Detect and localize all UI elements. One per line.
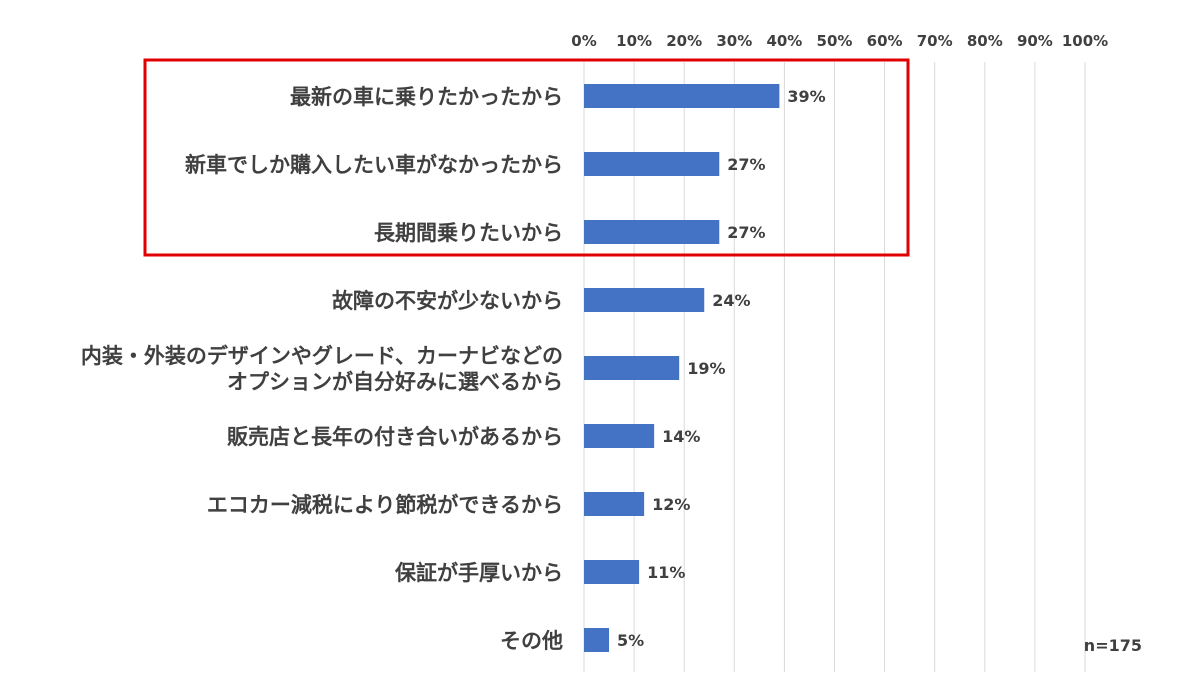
category-labels: 最新の車に乗りたかったから新車でしか購入したい車がなかったから長期間乗りたいから… <box>81 85 563 653</box>
category-label: 保証が手厚いから <box>394 561 563 585</box>
bar <box>584 560 640 584</box>
bar <box>584 288 705 312</box>
highlight-box <box>143 58 910 257</box>
data-label: 24% <box>712 291 750 310</box>
bar <box>584 220 720 244</box>
bars <box>584 84 780 652</box>
data-label: 27% <box>727 155 765 174</box>
category-label: エコカー減税により節税ができるから <box>207 493 563 517</box>
data-label: 39% <box>787 87 825 106</box>
x-tick-label: 100% <box>1062 32 1108 50</box>
bar <box>584 152 720 176</box>
x-tick-label: 0% <box>571 32 596 50</box>
category-label: 内装・外装のデザインやグレード、カーナビなどの <box>81 344 563 368</box>
x-tick-label: 80% <box>967 32 1003 50</box>
x-tick-label: 60% <box>867 32 903 50</box>
bar <box>584 356 680 380</box>
data-label: 14% <box>662 427 700 446</box>
category-label: 最新の車に乗りたかったから <box>290 85 563 109</box>
data-label: 11% <box>647 563 685 582</box>
data-label: 27% <box>727 223 765 242</box>
category-label: その他 <box>500 629 563 653</box>
bar <box>584 84 780 108</box>
x-tick-label: 30% <box>716 32 752 50</box>
bar <box>584 492 645 516</box>
x-tick-label: 20% <box>666 32 702 50</box>
sample-size-note: n=175 <box>1084 636 1142 655</box>
x-tick-label: 90% <box>1017 32 1053 50</box>
data-label: 12% <box>652 495 690 514</box>
category-label: 新車でしか購入したい車がなかったから <box>185 153 563 177</box>
category-label: 長期間乗りたいから <box>374 221 563 245</box>
data-labels: 39% 27% 27% 24% 19% 14% 12% 11% 5% <box>617 87 826 650</box>
category-label: 販売店と長年の付き合いがあるから <box>227 425 563 449</box>
bar <box>584 628 610 652</box>
data-label: 5% <box>617 631 644 650</box>
x-axis-ticks: 0% 10% 20% 30% 40% 50% 60% 70% 80% 90% 100% <box>571 32 1108 50</box>
x-tick-label: 70% <box>917 32 953 50</box>
x-tick-label: 40% <box>766 32 802 50</box>
data-label: 19% <box>687 359 725 378</box>
category-label: オプションが自分好みに選べるから <box>227 370 563 394</box>
bar <box>584 424 655 448</box>
x-tick-label: 50% <box>817 32 853 50</box>
category-label: 故障の不安が少ないから <box>332 289 563 313</box>
x-tick-label: 10% <box>616 32 652 50</box>
